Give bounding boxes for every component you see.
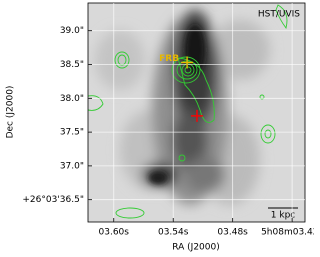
y-tick-label: 38.0" <box>60 94 84 104</box>
y-tick-label: 39.0" <box>60 26 84 36</box>
y-axis-title: Dec (J2000) <box>6 86 16 139</box>
marker <box>181 56 194 69</box>
y-tick-label: 37.5" <box>60 128 84 138</box>
x-tick-label: 03.48s <box>217 228 248 238</box>
marker <box>190 109 203 122</box>
x-axis-title: RA (J2000) <box>172 243 220 253</box>
y-tick-label: 37.0" <box>60 161 84 171</box>
x-tick-label: 03.60s <box>99 228 130 238</box>
x-tick-label: 03.54s <box>158 228 189 238</box>
image-label: HST/UVIS <box>258 10 300 20</box>
scale-bar-label: 1 kpc <box>271 211 296 221</box>
marker-label: FRB <box>159 54 179 64</box>
image <box>88 3 305 222</box>
x-tick-label: 5h08m03.42s <box>261 228 314 238</box>
y-tick-label: 38.5" <box>60 60 84 70</box>
contours <box>87 4 288 219</box>
y-tick-label: +26°03'36.5" <box>22 195 84 205</box>
plot-frame <box>87 2 306 223</box>
